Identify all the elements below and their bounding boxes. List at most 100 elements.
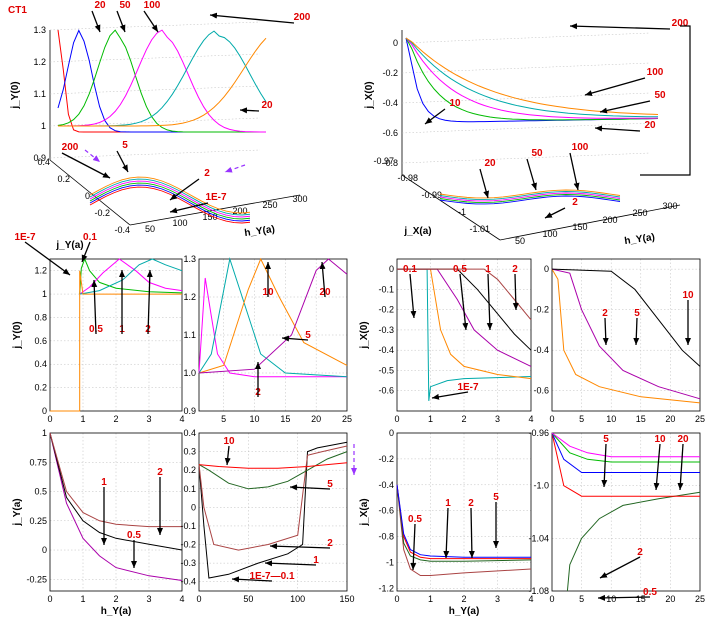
annotation-label: 5 (327, 479, 333, 490)
y-tick-label: 0 (389, 428, 394, 438)
annotation-arrow (239, 107, 260, 114)
z-tick-label: -0.6 (382, 128, 398, 138)
x-tick-label: 0 (47, 594, 52, 604)
annotation-arrow (289, 484, 331, 491)
x-tick-label: 3 (146, 414, 151, 424)
z-tick-label: 1.2 (33, 57, 46, 67)
z-tick-label: 0.9 (33, 153, 46, 163)
projection-line-100 (89, 178, 251, 216)
annotation-arrow (424, 108, 446, 125)
x-tick-label: 20 (665, 414, 675, 424)
y-tick-label: 0.4 (34, 359, 47, 369)
annotation-label: 1E-7 (205, 192, 227, 203)
annotation-arrow (601, 443, 608, 488)
series-line-0.5 (396, 484, 532, 576)
y-tick-label: 0.3 (183, 447, 196, 457)
y-tick-label: 50 (515, 236, 525, 246)
series-line-1 (49, 432, 183, 551)
z-tick-label: -0.2 (382, 68, 398, 78)
y-tick-label: 1.1 (183, 330, 196, 340)
series-line-5 (396, 484, 531, 558)
annotation-label: 0.5 (408, 514, 422, 525)
y-tick-label: 150 (572, 222, 587, 232)
annotation-label: 50 (531, 148, 543, 159)
y-tick-label: -1.08 (528, 586, 549, 596)
y-axis-label: j_Y(a) (12, 498, 23, 526)
y-tick-label: -0.6 (533, 386, 549, 396)
annotation-label: 100 (647, 67, 664, 78)
annotation-label: 1 (445, 498, 451, 509)
series-line-10 (198, 257, 348, 374)
y-tick-label: 100 (542, 229, 557, 239)
series-line-100 (405, 37, 659, 118)
x-tick-label: 0 (47, 414, 52, 424)
annotation-arrow (599, 556, 641, 579)
z-axis-label: j_Y(0) (10, 81, 21, 109)
annotation-label: 200 (672, 18, 689, 29)
series-line-50 (58, 29, 266, 133)
x-tick-label: 5 (221, 414, 226, 424)
x-tick-label: 5 (579, 594, 584, 604)
x-tick-label: 3 (495, 594, 500, 604)
y-tick-label: -0.3 (378, 325, 394, 335)
y-tick-label: 1.0 (183, 368, 196, 378)
annotation-arrow (24, 241, 71, 276)
annotation-arrow (410, 523, 417, 571)
x-tick-label: 20 (311, 414, 321, 424)
plot-frame (198, 258, 348, 412)
series-line-100 (58, 30, 267, 127)
y-axis-label: j_Y(0) (12, 321, 23, 349)
series-line-2 (396, 484, 531, 560)
grid-line (49, 85, 261, 95)
x-tick-label: 10 (606, 414, 616, 424)
annotation-label: 100 (572, 142, 589, 153)
y-tick-label: 0 (42, 406, 47, 416)
annotation-arrow (224, 445, 231, 466)
z-tick-label: 1.1 (33, 89, 46, 99)
y-tick-label: 1.2 (34, 266, 47, 276)
annotation-label: 20 (94, 0, 106, 11)
x-tick-label: 3 (495, 414, 500, 424)
y-tick-label: -0.8 (378, 532, 394, 542)
y-tick-label: 150 (202, 212, 217, 222)
annotation-label: 1 (101, 477, 107, 488)
x-tick-label: -0.4 (114, 225, 130, 235)
annotation-arrow (599, 100, 651, 114)
series-line-1E-7—0.1 (198, 441, 348, 579)
projection-line-10 (439, 195, 621, 205)
annotation-arrow (231, 576, 273, 583)
annotation-arrow (677, 443, 684, 491)
figure-title: CT1 (8, 5, 27, 16)
grid-line (401, 32, 651, 44)
projection-line-50 (89, 180, 251, 218)
plot-frame (551, 432, 701, 592)
y-axis-label: j_X(a) (403, 226, 431, 237)
annotation-label: 20 (677, 434, 689, 445)
annotation-label: 5 (305, 330, 311, 341)
x-tick-label: 1 (428, 594, 433, 604)
bracket-line (640, 25, 691, 176)
y-tick-label: 0 (544, 264, 549, 274)
y-tick-label: 300 (662, 201, 677, 211)
y-tick-label: -0.3 (180, 558, 196, 568)
y-tick-label: -0.2 (533, 305, 549, 315)
y-tick-label: 0.2 (34, 383, 47, 393)
x-tick-label: 2 (461, 414, 466, 424)
annotation-arrow (81, 241, 91, 263)
annotation-arrow (169, 202, 209, 214)
grid-line (49, 21, 261, 31)
annotation-label: 2 (468, 498, 474, 509)
projection-line-5 (89, 184, 251, 222)
grid-line (401, 152, 651, 164)
annotation-label: 0.5 (127, 530, 141, 541)
x-tick-label: 25 (342, 414, 352, 424)
annotation-arrow (61, 152, 111, 179)
y-tick-label: 50 (145, 224, 155, 234)
x-tick-label: -0.97 (373, 156, 394, 166)
y-tick-label: -0.4 (533, 345, 549, 355)
x-tick-label: 0 (549, 594, 554, 604)
y-tick-label: -0.2 (378, 305, 394, 315)
series-line-2 (397, 268, 532, 321)
annotation-label: 50 (119, 0, 131, 11)
annotation-arrow (468, 507, 475, 559)
